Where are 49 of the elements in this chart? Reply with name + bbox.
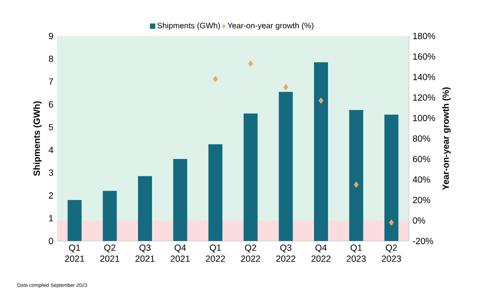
y-tick-label: 6 [48, 101, 54, 108]
y2-tick-label: 180% [413, 32, 436, 40]
point [354, 181, 359, 188]
x-tick-label: Q1 2023 [346, 244, 366, 262]
y2-tick-label: 60% [412, 156, 430, 162]
point [212, 76, 218, 82]
x-tick-label: Q1 2021 [65, 244, 84, 262]
y-axis-title: Shipments (GWh) [33, 101, 42, 176]
y-tick-label: 3 [48, 169, 54, 176]
y2-axis-title: Year-on-year growth (%) [442, 87, 451, 190]
y2-tick-label: 0% [412, 217, 426, 224]
bar [173, 159, 188, 241]
y2-tick-label: 140% [413, 74, 436, 80]
y2-tick-label: 20% [412, 196, 430, 204]
x-tick-label: Q2 2021 [100, 244, 120, 262]
y2-tick-label: 100% [413, 114, 436, 122]
bar [384, 114, 398, 241]
bar [208, 144, 222, 241]
x-tick-label: Q4 2022 [311, 244, 331, 262]
x-tick-label: Q3 2022 [276, 244, 296, 262]
x-tick-label: Q3 2021 [135, 244, 155, 262]
bar [349, 110, 364, 241]
x-tick-label: Q4 2021 [170, 244, 190, 262]
bar [314, 62, 328, 241]
point [248, 60, 254, 67]
point [388, 219, 394, 226]
y2-tick-label: 160% [413, 53, 436, 60]
y-tick-label: 4 [48, 146, 54, 153]
y-tick-label: 5 [48, 124, 54, 130]
x-tick-label: Q1 2022 [206, 244, 225, 262]
y-tick-label: 9 [48, 32, 54, 40]
y2-tick-label: 80% [412, 135, 430, 142]
bar [278, 92, 293, 241]
y2-tick-label: 120% [413, 94, 436, 101]
y2-tick-label: 40% [412, 176, 430, 183]
point [318, 97, 324, 104]
y2-tick-label: -20% [412, 238, 434, 244]
x-tick-label: Q2 2023 [382, 244, 401, 262]
bar [102, 190, 117, 241]
y-tick-label: 8 [48, 56, 54, 62]
point [283, 84, 288, 90]
y-tick-label: 2 [48, 192, 54, 199]
bar [244, 113, 258, 241]
bar [68, 200, 82, 241]
y-tick-label: 1 [49, 215, 54, 222]
y-tick-label: 7 [48, 78, 54, 85]
x-tick-label: Q2 2022 [241, 244, 260, 262]
y-tick-label: 0 [48, 238, 54, 244]
bar [138, 176, 152, 241]
